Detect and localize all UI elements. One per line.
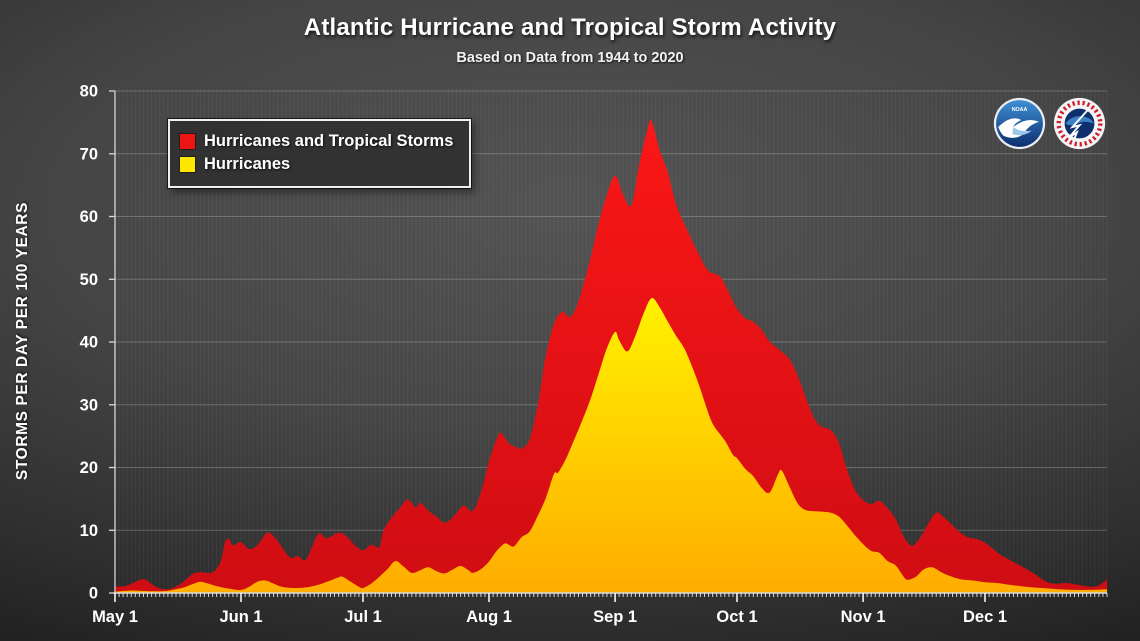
x-tick-label: May 1	[92, 608, 138, 626]
y-axis-title: STORMS PER DAY PER 100 YEARS	[14, 201, 31, 481]
y-tick-label: 60	[80, 208, 98, 226]
legend-swatch-yellow	[180, 157, 195, 172]
x-tick-label: Jul 1	[344, 608, 382, 626]
y-tick-label: 10	[80, 522, 98, 540]
legend-item-storms: Hurricanes and Tropical Storms	[180, 132, 453, 151]
y-tick-label: 80	[80, 83, 98, 101]
y-tick-label: 50	[80, 271, 98, 289]
x-tick-label: Sep 1	[593, 608, 637, 626]
nws-logo	[1053, 97, 1106, 150]
legend-item-hurricanes: Hurricanes	[180, 155, 453, 174]
chart-subtitle: Based on Data from 1944 to 2020	[456, 50, 684, 66]
legend-label-storms: Hurricanes and Tropical Storms	[204, 132, 454, 150]
legend: Hurricanes and Tropical Storms Hurricane…	[168, 119, 472, 188]
legend-swatch-red	[180, 134, 195, 149]
x-axis-ticks	[114, 593, 1108, 602]
x-tick-label: Aug 1	[466, 608, 512, 626]
svg-text:NOAA: NOAA	[1012, 107, 1028, 113]
y-tick-label: 40	[80, 334, 98, 352]
agency-logos: NOAA	[993, 97, 1106, 150]
noaa-logo: NOAA	[993, 97, 1046, 150]
y-tick-label: 0	[89, 585, 98, 603]
x-tick-label: Oct 1	[716, 608, 757, 626]
y-tick-label: 20	[80, 459, 98, 477]
x-tick-label: Dec 1	[963, 608, 1007, 626]
y-tick-label: 30	[80, 396, 98, 414]
x-tick-label: Nov 1	[841, 608, 886, 626]
y-tick-label: 70	[80, 145, 98, 163]
chart-title: Atlantic Hurricane and Tropical Storm Ac…	[303, 14, 837, 41]
area-hurricanes	[115, 297, 1107, 593]
x-tick-label: Jun 1	[219, 608, 262, 626]
legend-label-hurricanes: Hurricanes	[204, 155, 291, 173]
